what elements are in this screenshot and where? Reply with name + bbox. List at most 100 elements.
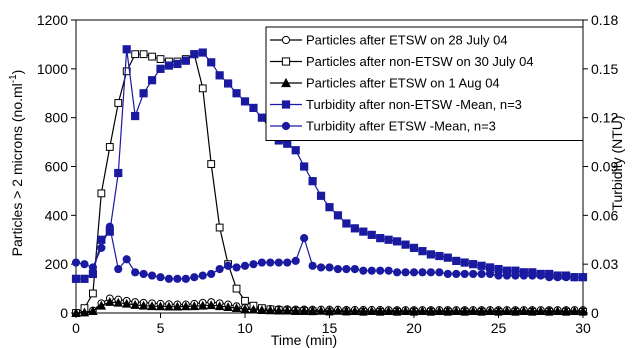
data-point: [290, 305, 301, 315]
x-tick-label: 0: [72, 320, 80, 336]
data-point: [232, 284, 241, 293]
y-left-tick-label: 1200: [37, 12, 68, 28]
data-point: [443, 306, 453, 315]
data-point: [333, 264, 343, 274]
data-point: [97, 243, 106, 252]
data-point: [384, 266, 393, 275]
data-point: [376, 234, 385, 243]
data-point: [156, 64, 165, 73]
data-point: [426, 250, 435, 259]
data-point: [519, 306, 529, 315]
data-point: [88, 263, 98, 272]
data-point: [392, 306, 402, 315]
data-point: [435, 268, 444, 277]
data-point: [400, 306, 411, 315]
legend-swatch-marker: [281, 57, 291, 66]
data-point: [308, 261, 317, 270]
data-point: [536, 306, 546, 315]
data-point: [460, 258, 469, 267]
x-tick-label: 20: [406, 320, 422, 336]
data-point: [325, 263, 334, 272]
data-point: [375, 306, 385, 315]
data-point: [401, 268, 410, 277]
data-point: [207, 269, 216, 279]
data-point: [570, 273, 579, 282]
legend-item: Particles after ETSW on 28 July 04: [270, 33, 508, 48]
data-point: [358, 306, 369, 315]
y-left-tick-label: 0: [60, 305, 68, 321]
data-point: [511, 271, 520, 280]
data-point: [139, 50, 148, 59]
data-point: [553, 273, 562, 282]
data-point: [105, 297, 115, 306]
legend-label: Turbidity after ETSW -Mean, n=3: [306, 119, 496, 134]
data-point: [426, 306, 436, 315]
data-point: [477, 269, 486, 279]
data-point: [510, 306, 521, 315]
data-point: [485, 269, 495, 279]
data-point: [418, 268, 427, 277]
data-point: [114, 264, 123, 274]
data-point: [79, 307, 90, 317]
y-left-axis-title-main: Particles > 2 microns (no.ml: [9, 83, 25, 256]
series-4: [71, 222, 588, 283]
data-point: [198, 271, 207, 280]
data-point: [265, 305, 276, 315]
y-right-tick-label: 0.18: [591, 12, 618, 28]
data-point: [224, 261, 233, 270]
data-point: [417, 306, 428, 315]
data-point: [80, 274, 89, 283]
y-left-tick-label: 400: [45, 207, 69, 223]
data-point: [552, 306, 563, 315]
data-point: [451, 306, 461, 315]
data-point: [393, 268, 402, 277]
data-point: [147, 76, 157, 85]
data-point: [231, 303, 242, 313]
legend-label: Particles after ETSW on 1 Aug 04: [306, 76, 500, 91]
data-point: [325, 203, 334, 212]
data-point: [198, 48, 207, 57]
data-point: [190, 273, 199, 282]
data-point: [401, 240, 410, 249]
data-point: [342, 219, 351, 228]
data-point: [477, 261, 486, 270]
data-point: [198, 84, 207, 93]
legend-swatch-marker: [281, 77, 291, 88]
y-right-tick-label: 0.03: [591, 256, 618, 272]
data-point: [308, 177, 317, 186]
data-point: [376, 266, 385, 275]
data-point: [164, 301, 174, 311]
data-point: [89, 289, 97, 298]
data-point: [426, 268, 435, 277]
data-point: [173, 59, 182, 69]
data-point: [291, 146, 300, 155]
data-point: [350, 306, 360, 315]
axes: 0 5 10 15 20 25 3002004006008001000120000.030.…: [37, 12, 619, 336]
data-point: [214, 301, 225, 311]
data-point: [469, 269, 478, 279]
y-left-axis-title-end: ): [9, 70, 25, 75]
data-point: [189, 301, 200, 311]
y-left-tick-label: 800: [45, 110, 69, 126]
data-point: [452, 256, 461, 266]
legend-label: Turbidity after non-ETSW -Mean, n=3: [306, 97, 522, 112]
data-point: [502, 271, 512, 280]
data-point: [232, 263, 241, 272]
data-point: [96, 300, 107, 310]
series-layer: [71, 45, 588, 317]
legend-box: [265, 26, 584, 141]
data-point: [300, 234, 309, 243]
data-point: [240, 304, 250, 313]
data-point: [316, 191, 326, 200]
data-point: [97, 189, 106, 198]
x-tick-label: 10: [237, 320, 253, 336]
legend-label: Particles after ETSW on 28 July 04: [306, 33, 508, 48]
data-point: [173, 274, 182, 283]
data-point: [367, 266, 376, 275]
data-point: [469, 260, 478, 269]
data-point: [122, 255, 131, 264]
data-point: [494, 271, 503, 280]
y-right-tick-label: 0: [591, 305, 599, 321]
data-point: [156, 273, 165, 282]
